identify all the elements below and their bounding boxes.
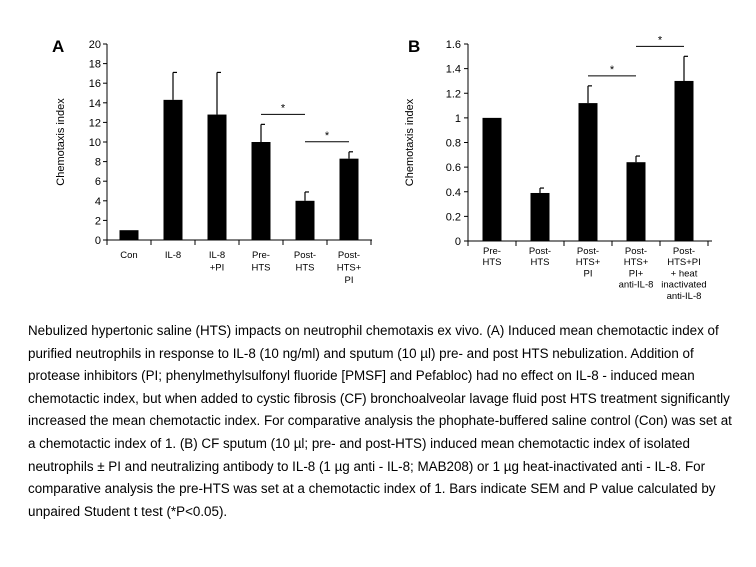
bar [163, 99, 183, 240]
significance-star: * [325, 130, 330, 142]
figure-caption: Nebulized hypertonic saline (HTS) impact… [28, 323, 732, 519]
y-tick-label: 1.2 [446, 88, 461, 100]
x-category-label: Post- [673, 246, 695, 257]
significance-star: * [281, 102, 286, 114]
y-tick-label: 4 [95, 196, 101, 208]
x-category-label: HTS+ [576, 257, 601, 268]
x-category-label: +PI [210, 263, 225, 274]
panel-label: A [52, 37, 64, 56]
panel-a-chart: A Chemotaxis index 0 2 4 6 8 10 12 14 16 18 20 Con IL-… [52, 37, 372, 286]
x-category-label: Pre- [252, 250, 270, 261]
x-category-label: HTS [531, 257, 550, 268]
y-tick-label: 1.6 [446, 39, 461, 51]
x-category-label: Post- [294, 250, 316, 261]
bar [295, 200, 315, 240]
x-category-label: HTS [296, 263, 315, 274]
y-tick-label: 12 [89, 117, 101, 129]
y-tick-label: 1.4 [446, 64, 461, 76]
x-category-label: IL-8 [165, 250, 181, 261]
x-category-label: HTS+ [337, 263, 362, 274]
y-tick-label: 0.2 [446, 211, 461, 223]
x-category-label: HTS+PI [667, 257, 701, 268]
y-tick-label: 0.4 [446, 187, 461, 199]
y-tick-label: 2 [95, 215, 101, 227]
bar [119, 230, 139, 240]
x-category-label: anti-IL-8 [667, 291, 702, 302]
bar [626, 162, 646, 241]
x-category-label: Post- [338, 250, 360, 261]
y-tick-label: 0 [455, 236, 461, 248]
x-category-label: HTS [252, 263, 271, 274]
bar [482, 117, 502, 241]
x-category-label: Post- [577, 246, 599, 257]
x-category-label: PI+ [629, 268, 644, 279]
significance-star: * [658, 34, 663, 46]
y-tick-label: 0.6 [446, 162, 461, 174]
x-category-label: Post- [625, 246, 647, 257]
x-category-label: inactivated [661, 280, 706, 291]
x-category-label: HTS [483, 257, 502, 268]
x-category-label: IL-8 [209, 250, 225, 261]
bar [530, 192, 550, 241]
y-axis-label: Chemotaxis index [404, 98, 416, 186]
significance-star: * [610, 64, 615, 76]
x-category-label: + heat [671, 268, 698, 279]
y-tick-label: 10 [89, 137, 101, 149]
y-tick-label: 14 [89, 98, 101, 110]
y-tick-label: 16 [89, 78, 101, 90]
y-tick-label: 1 [455, 113, 461, 125]
x-category-label: Post- [529, 246, 551, 257]
y-tick-label: 0 [95, 235, 101, 247]
x-category-label: anti-IL-8 [619, 280, 654, 291]
panel-b-chart: B Chemotaxis index 0 0.2 0.4 0.6 0.8 1 1.2 1.4 1.6… [404, 34, 712, 302]
bar [674, 80, 694, 241]
y-tick-label: 6 [95, 176, 101, 188]
x-category-label: PI [345, 275, 354, 286]
x-category-label: Con [120, 250, 137, 261]
y-tick-label: 8 [95, 157, 101, 169]
y-tick-label: 20 [89, 39, 101, 51]
x-category-label: HTS+ [624, 257, 649, 268]
bar [339, 158, 359, 240]
bar [578, 103, 598, 241]
y-tick-label: 18 [89, 59, 101, 71]
y-axis-label: Chemotaxis index [55, 98, 67, 186]
y-tick-label: 0.8 [446, 138, 461, 150]
bar [251, 142, 271, 240]
x-category-label: PI [584, 268, 593, 279]
bar [207, 114, 227, 240]
panel-label: B [408, 37, 420, 56]
x-category-label: Pre- [483, 246, 501, 257]
